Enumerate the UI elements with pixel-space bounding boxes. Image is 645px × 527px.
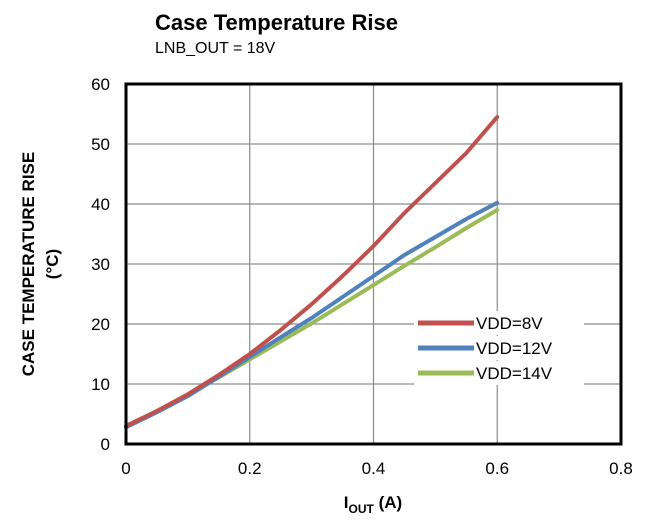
x-tick-label: 0 — [121, 459, 130, 478]
legend-label: VDD=12V — [476, 339, 553, 358]
x-axis-label-main: I — [344, 493, 349, 512]
y-tick-label: 50 — [91, 135, 110, 154]
y-tick-label: 10 — [91, 375, 110, 394]
y-tick-label: 40 — [91, 195, 110, 214]
x-tick-label: 0.2 — [238, 459, 262, 478]
x-tick-label: 0.8 — [609, 459, 633, 478]
x-axis-label-sub: OUT — [349, 502, 375, 516]
chart-subtitle: LNB_OUT = 18V — [155, 40, 276, 57]
x-axis-label: IOUT (A) — [344, 493, 402, 516]
legend-item: VDD=14V — [414, 361, 584, 385]
y-tick-label: 60 — [91, 75, 110, 94]
plot-frame — [124, 82, 623, 446]
x-tick-label: 0.6 — [485, 459, 509, 478]
x-tick-labels: 0 0.2 0.4 0.6 0.8 — [121, 459, 633, 478]
x-tick-label: 0.4 — [362, 459, 386, 478]
legend-item: VDD=12V — [414, 336, 584, 360]
legend-label: VDD=14V — [476, 364, 553, 383]
y-tick-label: 30 — [91, 255, 110, 274]
series-line-vdd-8v — [124, 115, 500, 428]
y-tick-label: 0 — [101, 435, 110, 454]
legend-label: VDD=8V — [476, 314, 543, 333]
x-axis-label-unit: (A) — [374, 493, 402, 512]
y-axis-label-line2: (°C) — [43, 249, 62, 279]
legend-item: VDD=8V — [414, 311, 584, 335]
y-tick-label: 20 — [91, 315, 110, 334]
series-lines — [124, 115, 500, 430]
y-axis-label: CASE TEMPERATURE RISE (°C) — [19, 152, 62, 377]
y-tick-labels: 0 10 20 30 40 50 60 — [91, 75, 110, 454]
legend: VDD=8V VDD=12V VDD=14V — [414, 311, 584, 385]
y-axis-label-line1: CASE TEMPERATURE RISE — [19, 152, 38, 377]
chart-title: Case Temperature Rise — [155, 10, 398, 35]
